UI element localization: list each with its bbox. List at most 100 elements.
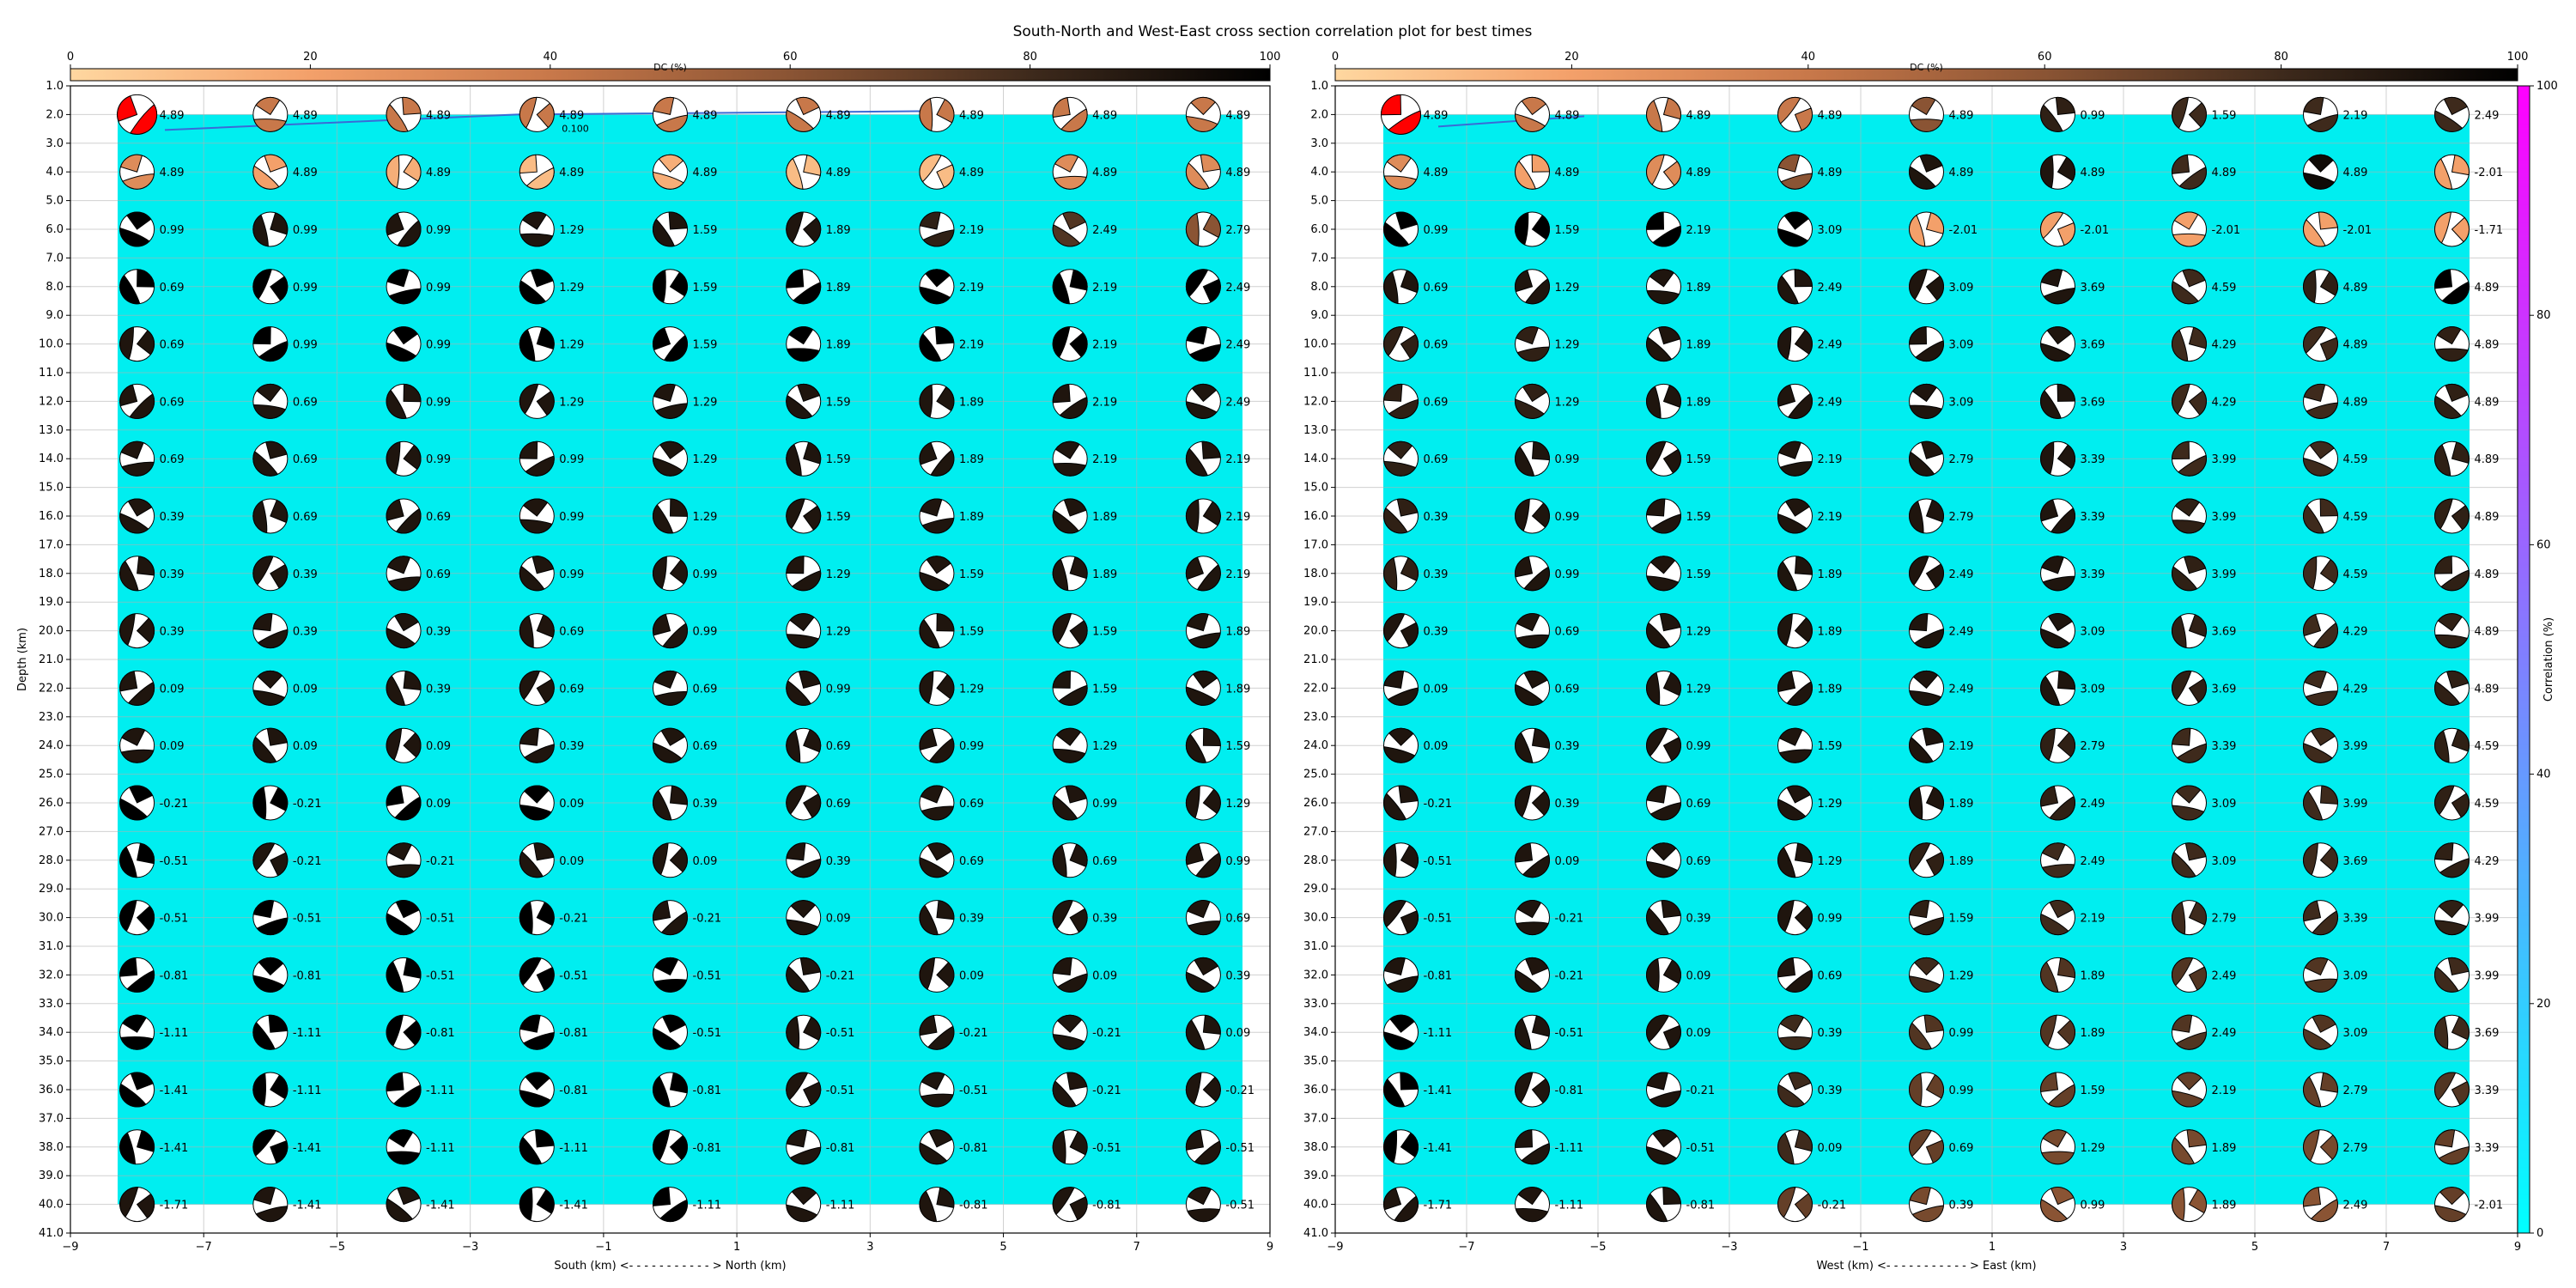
beachball: 0.39 xyxy=(1185,957,1250,993)
beachball: -0.51 xyxy=(919,1072,988,1108)
beachball: 0.99 xyxy=(252,211,318,247)
beachball-value-label: 0.39 xyxy=(1818,1027,1843,1040)
beachball-lobe xyxy=(119,1132,137,1165)
beachball-lobe xyxy=(2433,158,2453,190)
beachball-lobe xyxy=(2042,1129,2068,1148)
beachball: 0.09 xyxy=(1052,957,1117,993)
depth-tick-label: 28.0 xyxy=(1303,854,1328,867)
beachball: 1.59 xyxy=(919,613,984,649)
beachball-value-label: 0.09 xyxy=(1686,1027,1711,1040)
beachball-lobe xyxy=(536,1188,555,1214)
beachball: -1.11 xyxy=(1515,1129,1583,1165)
beachball-lobe xyxy=(1909,737,1934,763)
beachball-lobe xyxy=(2172,1188,2185,1222)
beachball-lobe xyxy=(136,1193,155,1219)
beachball: -0.51 xyxy=(386,900,455,936)
beachball: 4.89 xyxy=(1380,94,1448,135)
beachball-lobe xyxy=(136,330,155,355)
beachball-lobe xyxy=(1395,211,1419,230)
beachball-value-label: -0.51 xyxy=(1686,1142,1716,1155)
beachball-lobe xyxy=(2303,383,2326,403)
beachball-lobe xyxy=(1777,613,1793,647)
beachball-lobe xyxy=(2040,727,2056,762)
beachball: 0.09 xyxy=(1383,670,1448,706)
beachball-value-label: 4.89 xyxy=(2475,626,2500,639)
beachball-lobe xyxy=(2057,222,2075,246)
beachball-lobe xyxy=(1516,634,1550,649)
beachball-lobe xyxy=(519,383,539,415)
beachball-value-label: 0.39 xyxy=(1092,913,1117,926)
beachball-lobe xyxy=(1515,446,1535,477)
beachball-lobe xyxy=(803,729,822,753)
beachball-lobe xyxy=(386,864,421,878)
beachball-lobe xyxy=(1515,1018,1532,1050)
beachball-value-label: 1.59 xyxy=(1818,740,1843,753)
beachball-lobe xyxy=(1521,1142,1550,1165)
beachball-value-label: -0.21 xyxy=(1555,913,1584,926)
beachball-lobe xyxy=(2310,727,2336,746)
beachball: 2.19 xyxy=(1185,498,1250,534)
beachball-value-label: -1.41 xyxy=(160,1084,189,1097)
beachball-lobe xyxy=(136,1129,155,1152)
beachball-lobe xyxy=(1794,556,1813,575)
beachball-lobe xyxy=(1646,785,1668,804)
beachball: 0.09 xyxy=(386,727,451,763)
beachball-lobe xyxy=(1516,346,1550,362)
beachball: 0.99 xyxy=(519,556,584,592)
beachball-lobe xyxy=(653,1129,671,1162)
beachball-lobe xyxy=(1190,96,1216,116)
beachball: 0.39 xyxy=(919,900,984,936)
beachball-lobe xyxy=(652,171,684,190)
beachball-lobe xyxy=(121,461,155,477)
beachball-lobe xyxy=(2451,441,2470,464)
beachball-value-label: 2.49 xyxy=(1818,339,1843,352)
beachball-lobe xyxy=(1185,785,1200,819)
beachball-value-label: 1.29 xyxy=(1818,798,1843,811)
correlation-tick-label: 20 xyxy=(2537,998,2551,1011)
beachball-value-label: 1.59 xyxy=(826,511,851,524)
beachball-lobe xyxy=(1383,613,1406,642)
beachball-value-label: 0.99 xyxy=(1949,1027,1974,1040)
beachball-value-label: 4.89 xyxy=(826,109,851,122)
beachball: 1.29 xyxy=(919,670,984,706)
beachball-lobe xyxy=(1913,628,1944,649)
depth-tick-label: 6.0 xyxy=(46,223,64,236)
beachball-value-label: 1.59 xyxy=(1225,740,1250,753)
beachball-lobe xyxy=(1777,513,1807,534)
beachball-lobe xyxy=(653,457,683,477)
depth-tick-label: 39.0 xyxy=(39,1170,64,1182)
beachball-lobe xyxy=(1531,502,1550,528)
beachball-lobe xyxy=(386,675,406,706)
beachball: 0.99 xyxy=(1515,556,1579,592)
beachball-value-label: -0.21 xyxy=(826,969,855,982)
beachball-lobe xyxy=(252,900,275,919)
beachball-lobe xyxy=(1069,556,1088,580)
beachball-lobe xyxy=(1531,440,1550,461)
beachball-lobe xyxy=(386,1198,414,1223)
beachball-value-label: 4.89 xyxy=(426,109,451,122)
beachball-lobe xyxy=(1388,110,1421,135)
beachball-lobe xyxy=(1515,160,1536,190)
x-tick-label: 5 xyxy=(999,1241,1006,1254)
beachball-lobe xyxy=(2057,383,2076,402)
beachball-lobe xyxy=(2042,575,2075,592)
beachball-lobe xyxy=(1060,108,1088,132)
beachball: -0.51 xyxy=(1052,1129,1121,1165)
beachball-value-label: 0.39 xyxy=(1424,568,1449,581)
beachball-value-label: 1.89 xyxy=(2212,1142,2237,1155)
beachball-lobe xyxy=(2172,566,2198,592)
beachball-value-label: 0.39 xyxy=(1949,1200,1974,1212)
beachball-lobe xyxy=(1065,785,1088,804)
beachball-lobe xyxy=(2319,498,2339,517)
beachball-lobe xyxy=(659,440,685,459)
beachball: 3.39 xyxy=(2434,1072,2499,1108)
beachball-lobe xyxy=(2172,383,2190,416)
depth-tick-label: 20.0 xyxy=(1303,625,1328,638)
beachball-value-label: 0.09 xyxy=(1092,969,1117,982)
beachball: 1.89 xyxy=(1052,556,1117,592)
beachball: 1.29 xyxy=(519,383,584,419)
beachball: 2.19 xyxy=(1052,326,1117,362)
beachball-lobe xyxy=(403,957,422,979)
beachball-value-label: -0.81 xyxy=(1555,1084,1584,1097)
